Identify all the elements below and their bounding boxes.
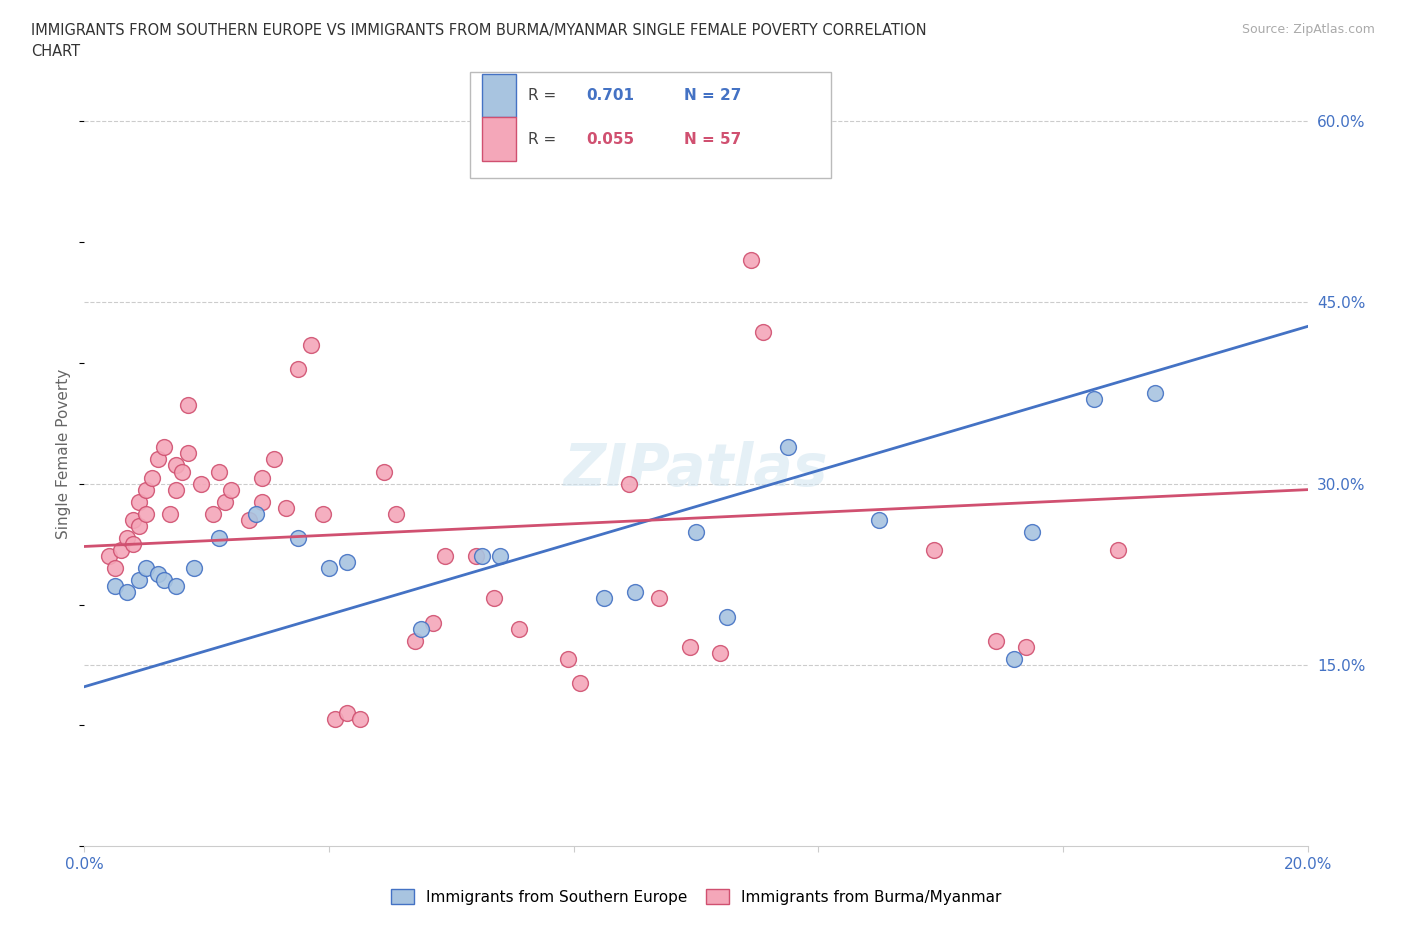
Text: 0.701: 0.701 xyxy=(586,88,634,103)
Point xyxy=(214,495,236,510)
Point xyxy=(924,543,946,558)
Point xyxy=(245,507,267,522)
Point xyxy=(679,640,702,655)
Point xyxy=(287,362,309,377)
Point xyxy=(146,567,169,582)
Point xyxy=(201,507,224,522)
Point xyxy=(135,507,157,522)
Bar xyxy=(482,117,516,161)
Point xyxy=(104,579,127,594)
Point xyxy=(740,253,762,268)
Point xyxy=(318,561,340,576)
Text: N = 27: N = 27 xyxy=(683,88,741,103)
Point xyxy=(1083,392,1105,406)
Point xyxy=(508,621,530,636)
Point xyxy=(869,512,891,527)
Point xyxy=(115,585,138,600)
Point xyxy=(385,507,408,522)
Point xyxy=(685,525,707,539)
Point xyxy=(557,652,579,667)
Point xyxy=(104,561,127,576)
Text: R =: R = xyxy=(529,88,561,103)
Point xyxy=(153,573,176,588)
Point xyxy=(568,676,591,691)
Point xyxy=(709,645,731,660)
Point xyxy=(336,706,359,721)
Point xyxy=(1015,640,1038,655)
Point xyxy=(404,633,426,648)
Bar xyxy=(482,74,516,117)
Point xyxy=(110,543,132,558)
Point xyxy=(165,483,187,498)
Legend: Immigrants from Southern Europe, Immigrants from Burma/Myanmar: Immigrants from Southern Europe, Immigra… xyxy=(387,884,1005,910)
Point xyxy=(172,464,194,479)
Text: 0.055: 0.055 xyxy=(586,131,634,147)
FancyBboxPatch shape xyxy=(470,73,831,179)
Point xyxy=(648,591,671,606)
Point xyxy=(190,476,212,491)
Point xyxy=(250,471,273,485)
Point xyxy=(464,549,486,564)
Point xyxy=(128,519,150,534)
Text: N = 57: N = 57 xyxy=(683,131,741,147)
Text: IMMIGRANTS FROM SOUTHERN EUROPE VS IMMIGRANTS FROM BURMA/MYANMAR SINGLE FEMALE P: IMMIGRANTS FROM SOUTHERN EUROPE VS IMMIG… xyxy=(31,23,927,38)
Point xyxy=(373,464,395,479)
Point xyxy=(263,452,285,467)
Point xyxy=(1021,525,1043,539)
Point xyxy=(482,591,505,606)
Point xyxy=(617,476,640,491)
Point xyxy=(153,440,176,455)
Point xyxy=(323,712,346,727)
Text: R =: R = xyxy=(529,131,561,147)
Point xyxy=(1002,652,1025,667)
Point xyxy=(165,458,187,473)
Point xyxy=(135,561,157,576)
Point xyxy=(422,616,444,631)
Point xyxy=(1107,543,1129,558)
Point xyxy=(593,591,616,606)
Point xyxy=(312,507,335,522)
Text: CHART: CHART xyxy=(31,44,80,59)
Point xyxy=(135,483,157,498)
Point xyxy=(752,326,775,340)
Point xyxy=(208,531,231,546)
Point xyxy=(984,633,1007,648)
Point xyxy=(434,549,457,564)
Point xyxy=(128,495,150,510)
Point xyxy=(287,531,309,546)
Point xyxy=(716,609,738,624)
Point xyxy=(299,338,322,352)
Point xyxy=(250,495,273,510)
Point xyxy=(115,531,138,546)
Point xyxy=(122,512,145,527)
Point xyxy=(349,712,371,727)
Point xyxy=(141,471,163,485)
Point xyxy=(409,621,432,636)
Point xyxy=(177,446,200,461)
Point xyxy=(471,549,494,564)
Point xyxy=(146,452,169,467)
Text: ZIPatlas: ZIPatlas xyxy=(564,441,828,498)
Point xyxy=(208,464,231,479)
Point xyxy=(177,398,200,413)
Point xyxy=(159,507,181,522)
Point xyxy=(238,512,260,527)
Point xyxy=(219,483,242,498)
Point xyxy=(336,555,359,570)
Point xyxy=(97,549,120,564)
Point xyxy=(276,500,298,515)
Point xyxy=(165,579,187,594)
Point xyxy=(624,585,647,600)
Point xyxy=(1143,386,1166,401)
Text: Source: ZipAtlas.com: Source: ZipAtlas.com xyxy=(1241,23,1375,36)
Y-axis label: Single Female Poverty: Single Female Poverty xyxy=(56,368,72,538)
Point xyxy=(183,561,205,576)
Point xyxy=(128,573,150,588)
Point xyxy=(776,440,799,455)
Point xyxy=(122,537,145,551)
Point xyxy=(489,549,512,564)
